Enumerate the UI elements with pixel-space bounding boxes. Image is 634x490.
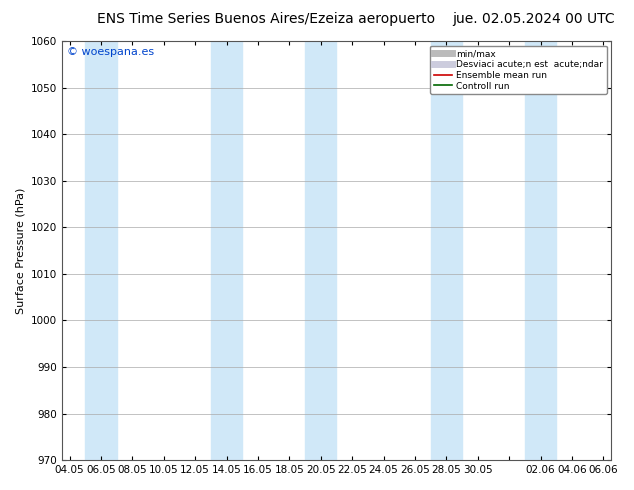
Bar (305, 41, 337, 460)
Bar (85, 41, 117, 460)
Y-axis label: Surface Pressure (hPa): Surface Pressure (hPa) (15, 187, 25, 314)
Text: © woespana.es: © woespana.es (67, 48, 154, 57)
Text: ENS Time Series Buenos Aires/Ezeiza aeropuerto: ENS Time Series Buenos Aires/Ezeiza aero… (97, 12, 436, 26)
Text: jue. 02.05.2024 00 UTC: jue. 02.05.2024 00 UTC (452, 12, 615, 26)
Bar (430, 41, 462, 460)
Bar (525, 41, 556, 460)
Legend: min/max, Desviaci acute;n est  acute;ndar, Ensemble mean run, Controll run: min/max, Desviaci acute;n est acute;ndar… (430, 46, 607, 94)
Bar (211, 41, 242, 460)
